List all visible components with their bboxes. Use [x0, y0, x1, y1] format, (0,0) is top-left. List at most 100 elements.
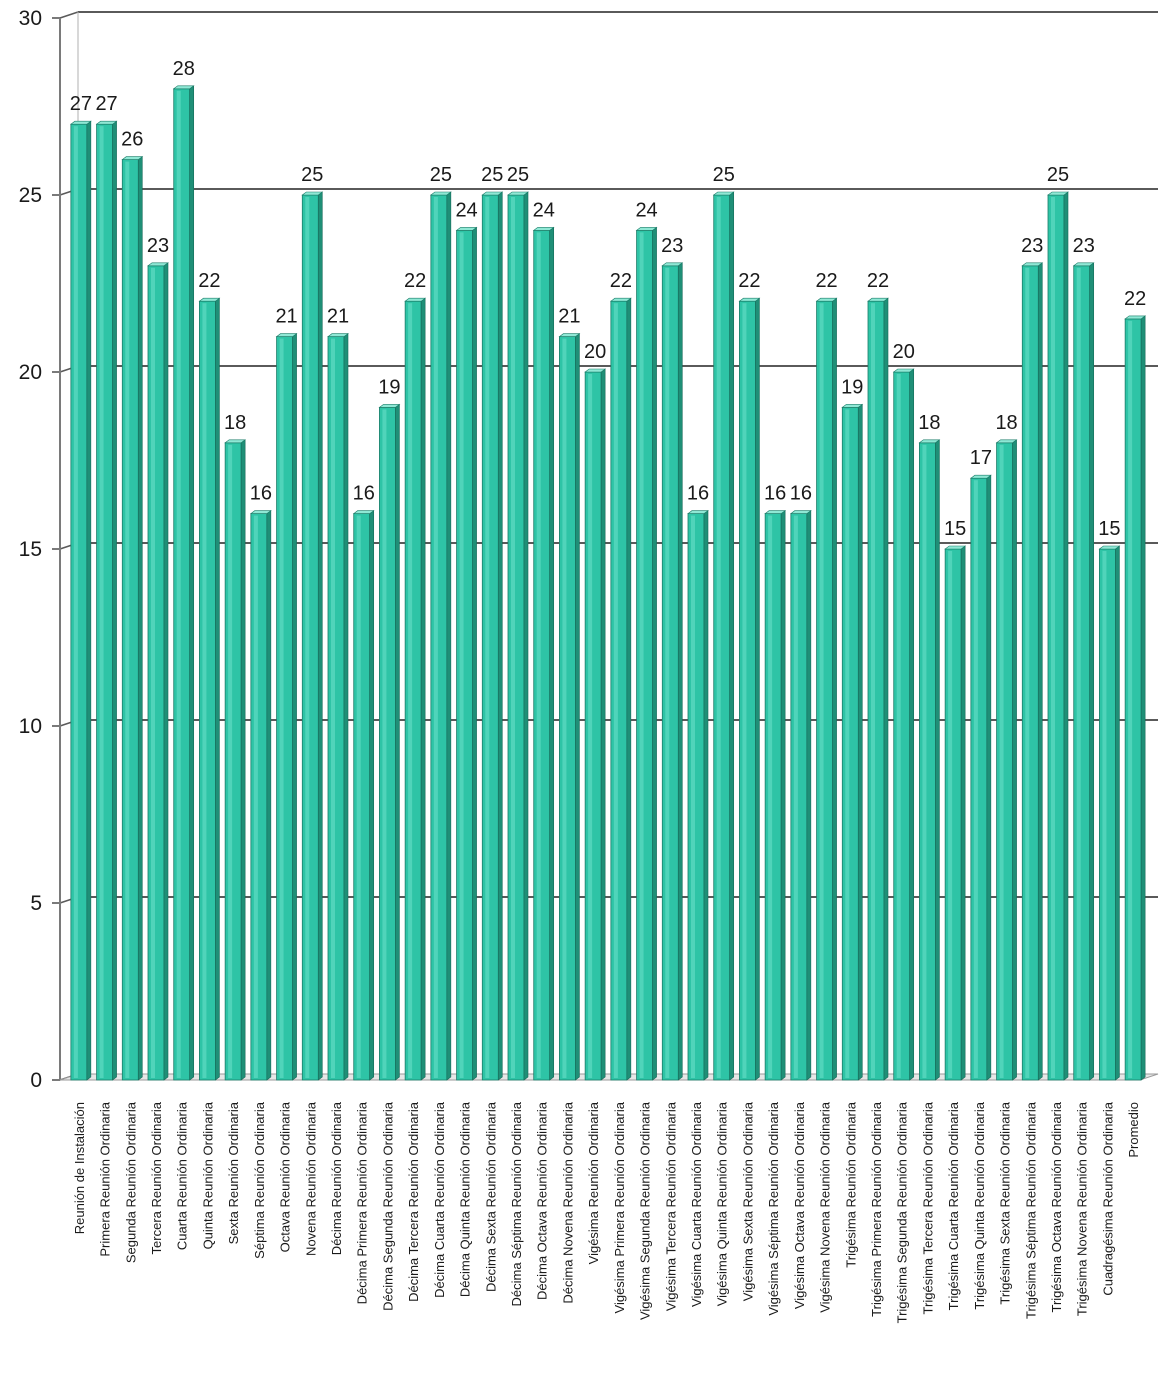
gridline-diag: [59, 11, 79, 19]
bar-highlight: [536, 232, 541, 1078]
bar-top: [944, 545, 967, 550]
bar-highlight: [896, 374, 901, 1078]
data-label: 18: [224, 412, 246, 434]
bar-front: [173, 88, 191, 1081]
bar-front: [559, 336, 576, 1081]
bar: [301, 191, 324, 1081]
bar-side: [163, 262, 169, 1081]
bar-top: [224, 439, 247, 444]
data-label: 22: [610, 270, 632, 292]
bar-front: [584, 371, 602, 1081]
bar-top: [147, 262, 169, 267]
bar: [841, 403, 864, 1081]
bar-front: [250, 513, 268, 1081]
bar-front: [636, 229, 653, 1081]
bar-side: [343, 333, 349, 1081]
x-tick-label: Trigésima Tercera Reunión Ordinaria: [920, 1101, 935, 1314]
bar-side: [395, 403, 400, 1081]
bar-front: [893, 371, 911, 1081]
bar-side: [677, 262, 683, 1081]
data-label: 22: [867, 270, 889, 292]
bar-front: [507, 194, 525, 1081]
bar-top: [429, 191, 452, 196]
bar: [944, 545, 967, 1081]
bar-highlight: [793, 515, 798, 1078]
bar: [558, 333, 581, 1081]
data-label: 20: [584, 341, 606, 363]
bar: [584, 368, 607, 1081]
data-label: 22: [738, 270, 760, 292]
bar-top: [841, 404, 864, 408]
bar-highlight: [253, 515, 258, 1078]
bar-side: [600, 368, 606, 1081]
bar-top: [892, 368, 915, 373]
data-label: 22: [404, 270, 426, 292]
bar-highlight: [459, 232, 464, 1078]
bar-side: [1140, 315, 1146, 1081]
bar-front: [996, 442, 1013, 1081]
bar-top: [969, 474, 992, 479]
data-label: 24: [455, 199, 477, 221]
bar-highlight: [73, 126, 78, 1078]
x-tick-label: Trigésima Cuarta Reunión Ordinaria: [946, 1101, 961, 1310]
bar-front: [353, 513, 371, 1081]
bar: [995, 439, 1018, 1081]
x-axis-labels: Reunión de Instalación Primera Reunión Or…: [72, 1101, 1141, 1323]
bar-front: [70, 123, 88, 1081]
bar: [507, 191, 529, 1081]
bar-highlight: [768, 515, 773, 1078]
bar-side: [189, 85, 195, 1081]
bar-side: [755, 297, 760, 1081]
y-tick-label: 20: [19, 361, 42, 384]
bar-side: [935, 439, 940, 1081]
data-label: 16: [250, 483, 272, 505]
bar-highlight: [845, 409, 850, 1078]
data-label: 25: [430, 164, 452, 186]
bar-front: [739, 300, 756, 1081]
bar-highlight: [1051, 197, 1055, 1078]
bar: [455, 226, 478, 1081]
x-tick-label: Quinta Reunión Ordinaria: [200, 1101, 215, 1249]
data-label: 18: [995, 412, 1017, 434]
bar: [712, 191, 735, 1081]
bar-front: [713, 194, 731, 1081]
bar-highlight: [99, 126, 104, 1078]
bar-top: [1072, 262, 1095, 267]
data-label: 27: [70, 93, 92, 115]
bar-front: [1073, 265, 1091, 1081]
bar-top: [378, 404, 401, 408]
bar: [764, 510, 787, 1081]
bar-top: [712, 191, 735, 196]
x-tick-label: Vigésima Segunda Reunión Ordinaria: [638, 1101, 653, 1320]
y-tick-label: 5: [30, 892, 42, 915]
bar-top: [584, 368, 607, 373]
bar-highlight: [613, 303, 618, 1078]
bar-side: [780, 510, 786, 1081]
bars: [69, 85, 1147, 1081]
bar-highlight: [1102, 551, 1107, 1078]
data-label: 25: [713, 164, 735, 186]
bar-side: [857, 403, 863, 1081]
bar-side: [292, 333, 297, 1081]
x-tick-label: Trigésima Sexta Reunión Ordinaria: [998, 1101, 1013, 1304]
data-label: 15: [944, 518, 966, 540]
bar-side: [137, 156, 143, 1081]
data-label: 16: [353, 483, 375, 505]
x-tick-label: Trigésima Octava Reunión Ordinaria: [1049, 1101, 1064, 1312]
data-label: 27: [95, 93, 117, 115]
bar: [69, 120, 92, 1081]
x-tick-label: Trigésima Reunión Ordinaria: [843, 1101, 858, 1267]
x-tick-label: Décima Octava Reunión Ordinaria: [535, 1101, 550, 1300]
x-tick-label: Primera Reunión Ordinaria: [98, 1101, 113, 1256]
bar-side: [1089, 262, 1095, 1081]
bar-front: [147, 265, 165, 1081]
bar-highlight: [639, 232, 644, 1078]
bar-front: [944, 548, 962, 1081]
bar-front: [841, 406, 859, 1081]
bar-top: [789, 510, 812, 514]
bar-side: [446, 191, 452, 1081]
bar-top: [121, 156, 144, 160]
bar-top: [687, 510, 709, 514]
bar-side: [369, 510, 375, 1081]
